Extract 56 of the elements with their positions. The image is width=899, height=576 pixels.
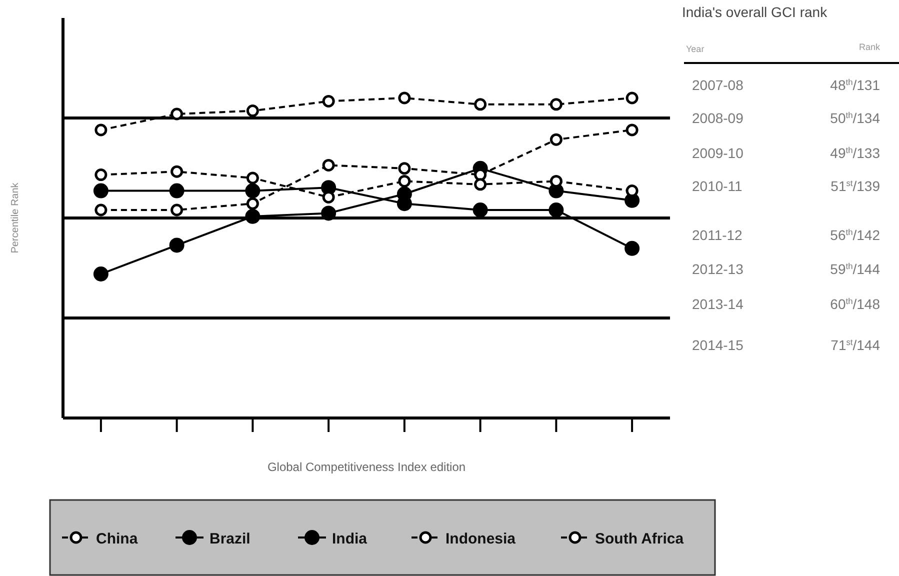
point [246,172,259,184]
text: 56$^{th}$/142 [830,227,880,243]
legend-label: Indonesia [446,530,516,548]
legend-label: China [96,530,138,548]
point [398,162,411,175]
point [322,158,335,172]
point [245,183,260,198]
point [548,202,564,218]
text: 2009-10 [692,145,744,161]
point [550,133,562,146]
point [398,174,411,188]
point [550,98,562,111]
point [472,202,488,218]
point [474,98,487,111]
point [170,165,184,178]
point [169,238,184,253]
legend-label: South Africa [595,530,684,548]
point [246,197,259,210]
x-axis-title: Global Competitiveness Index edition [267,460,466,474]
point [624,240,640,256]
text: Rank [858,42,880,52]
legend-label: India [332,530,368,548]
text: 50$^{th}$/134 [830,110,880,126]
point [321,206,336,221]
text: 60$^{th}$/148 [830,296,880,312]
point [169,183,184,198]
text: 48$^{th}$/131 [830,77,880,93]
text: 2014-15 [692,337,744,353]
text: Year [686,44,704,54]
text: 2008-09 [692,110,744,126]
text: 2012-13 [692,261,744,277]
point [245,208,260,224]
point [93,266,108,282]
point [94,168,108,182]
point [170,108,184,120]
y-axis-title: Percentile Rank [10,182,21,254]
text: India's overall GCI rank [682,4,828,20]
text: 49$^{th}$/133 [830,145,880,161]
text: 2007-08 [692,77,744,93]
point [398,92,411,104]
legend-label: Brazil [210,530,250,548]
point [474,178,487,191]
text: 71$^{st}$/144 [830,337,880,353]
point [626,124,638,136]
text: 2010-11 [692,178,743,194]
text: 59$^{th}$/144 [830,261,880,277]
point [93,183,108,198]
text: 51$^{st}$/139 [830,178,880,194]
text: 2011-12 [692,227,743,243]
point [170,204,184,216]
point [322,94,335,108]
point [94,124,108,136]
point [246,104,259,118]
point [626,92,638,104]
text: 2013-14 [692,296,744,312]
point [94,204,108,216]
